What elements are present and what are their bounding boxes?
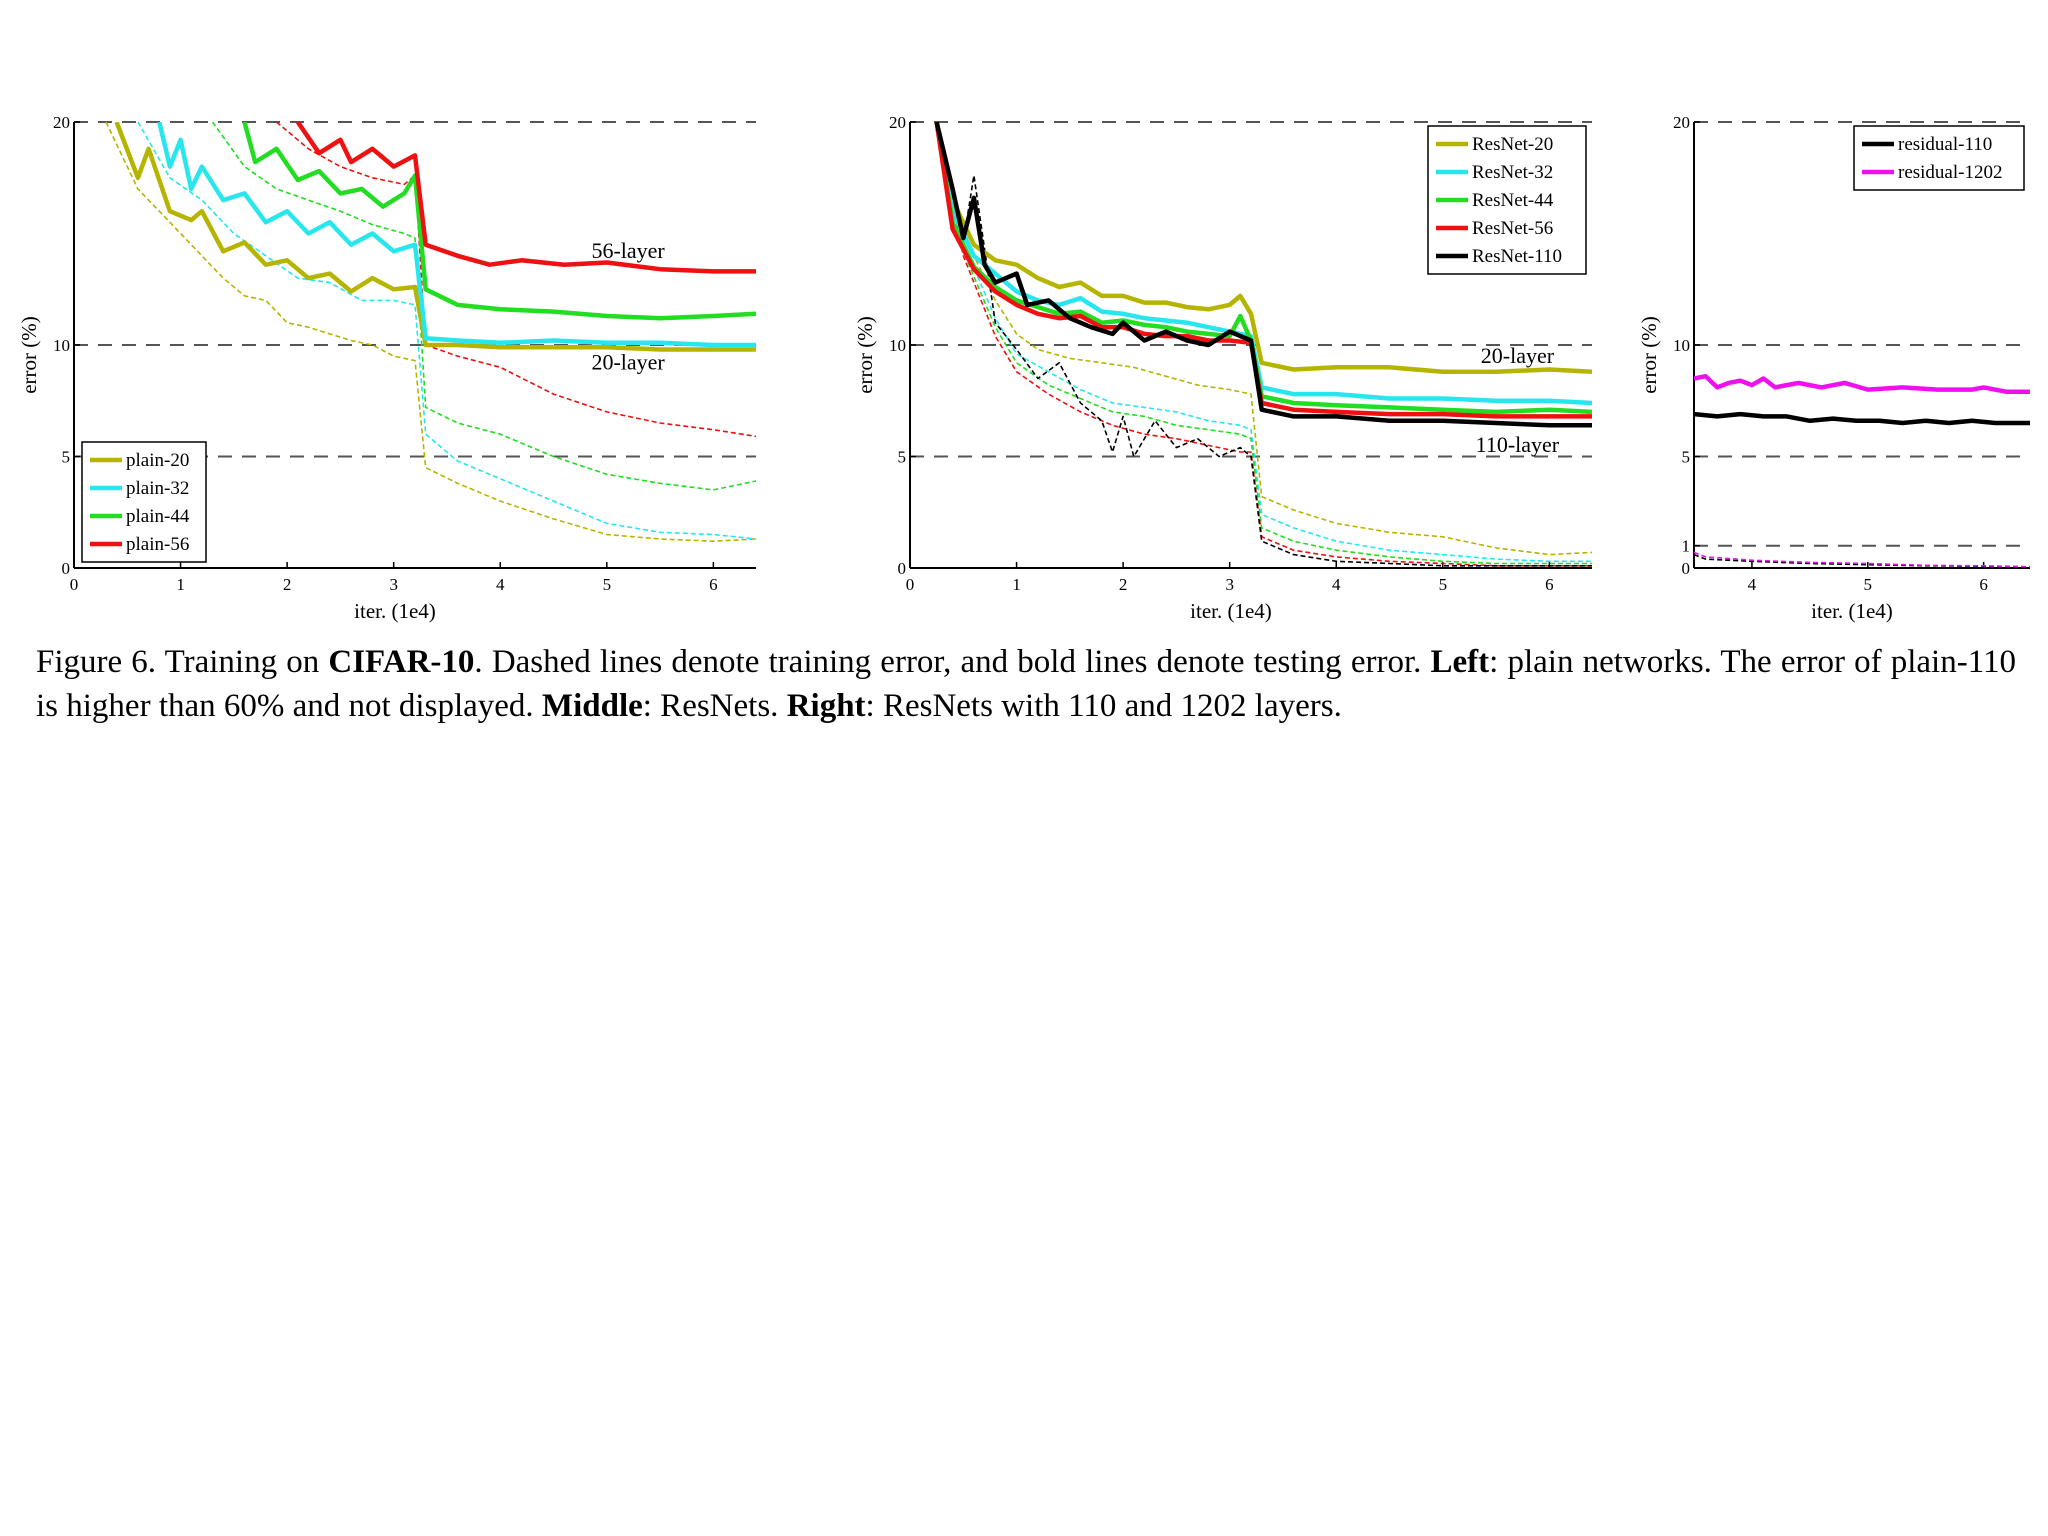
annotation-label: 110-layer (1476, 432, 1560, 457)
series-line-resnet-110-train (935, 122, 1592, 567)
legend-label: plain-44 (126, 506, 190, 527)
series-line-resnet-32-train (935, 122, 1592, 563)
y-tick-label: 0 (898, 559, 907, 578)
legend-label: plain-32 (126, 478, 189, 499)
chart-panel-1: 0 1 2 3 4 5 6 0 5 10 20 iter. (1e4) error (%) 56-laye… (17, 113, 756, 623)
x-tick-label: 4 (1332, 575, 1341, 594)
series-line-resnet-110 (934, 122, 1592, 428)
series-line-plain-20-train (105, 122, 756, 542)
x-tick-label: 6 (1545, 575, 1554, 594)
caption-dataset: CIFAR-10 (328, 644, 475, 680)
y-axis-label: error (%) (17, 316, 41, 394)
series-line-residual-1202 (1694, 373, 2030, 395)
legend: plain-20 plain-32 plain-44 plain-56 (81, 441, 207, 563)
y-tick-label: 10 (1673, 336, 1690, 355)
series-line-resnet-44 (934, 122, 1592, 415)
legend-label: ResNet-56 (1472, 218, 1553, 239)
series-line-residual-110-train (1694, 553, 2030, 568)
y-tick-label: 10 (889, 336, 906, 355)
y-tick-label: 0 (1682, 559, 1691, 578)
series-line-resnet-20-train (935, 122, 1592, 556)
y-axis-label: error (%) (853, 316, 877, 394)
x-tick-label: 2 (1119, 575, 1128, 594)
caption-left-label: Left (1430, 644, 1490, 680)
figure-caption: Figure 6. Training on CIFAR-10. Dashed l… (36, 640, 2016, 728)
x-tick-label: 1 (1012, 575, 1021, 594)
y-tick-label: 1 (1682, 537, 1691, 556)
y-tick-label: 5 (1682, 448, 1691, 467)
y-tick-label: 20 (1673, 113, 1690, 132)
series-line-plain-56-train (275, 122, 756, 438)
chart-panel-2: 0 1 2 3 4 5 6 0 5 10 20 iter. (1e4) error (%) 20-laye… (853, 113, 1592, 623)
series-line-resnet-20 (934, 122, 1592, 375)
x-tick-label: 3 (389, 575, 398, 594)
series-line-resnet-32 (934, 122, 1592, 406)
caption-after-dataset: . Dashed lines denote training error, an… (474, 644, 1431, 680)
legend: ResNet-20 ResNet-32 ResNet-44 ResNet-56 ResN… (1427, 125, 1587, 275)
legend-label: residual-1202 (1898, 162, 2002, 183)
x-tick-label: 6 (709, 575, 718, 594)
x-tick-label: 0 (70, 575, 79, 594)
series-line-plain-32 (157, 122, 756, 348)
x-tick-label: 2 (283, 575, 292, 594)
legend-label: ResNet-32 (1472, 162, 1553, 183)
x-tick-label: 4 (496, 575, 505, 594)
series-line-residual-1202-train (1694, 551, 2030, 568)
y-axis-label: error (%) (1637, 316, 1661, 394)
legend-label: plain-20 (126, 450, 189, 471)
legend-label: ResNet-44 (1472, 190, 1554, 211)
y-tick-label: 5 (62, 448, 71, 467)
y-tick-label: 0 (62, 559, 71, 578)
x-tick-label: 5 (1439, 575, 1448, 594)
series-line-plain-44 (242, 122, 756, 321)
series-line-plain-56 (295, 122, 756, 274)
series-line-residual-110 (1694, 411, 2030, 426)
x-tick-label: 4 (1748, 575, 1757, 594)
series-line-plain-32-train (137, 122, 756, 540)
x-tick-label: 5 (1864, 575, 1873, 594)
legend-label: residual-110 (1898, 134, 1992, 155)
legend-label: plain-56 (126, 534, 189, 555)
y-tick-label: 20 (53, 113, 70, 132)
caption-right-text: : ResNets with 110 and 1202 layers. (865, 688, 1342, 724)
annotation-label: 20-layer (1481, 343, 1555, 368)
y-tick-label: 5 (898, 448, 907, 467)
caption-middle-label: Middle (541, 688, 643, 724)
legend-label: ResNet-20 (1472, 134, 1553, 155)
legend-box (1853, 125, 2025, 191)
caption-prefix: Figure 6. Training on (36, 644, 329, 680)
legend-label: ResNet-110 (1472, 246, 1562, 267)
y-tick-label: 20 (889, 113, 906, 132)
x-tick-label: 1 (176, 575, 185, 594)
chart-panel-3: 4 5 6 0 1 5 10 20 iter. (1e4) error (%) residual-1… (1637, 113, 2030, 623)
x-axis-label: iter. (1e4) (1190, 599, 1272, 623)
annotation-label: 20-layer (591, 350, 665, 375)
x-axis-label: iter. (1e4) (354, 599, 436, 623)
annotation-label: 56-layer (591, 238, 665, 263)
caption-middle-text: : ResNets. (642, 688, 787, 724)
x-tick-label: 3 (1225, 575, 1234, 594)
x-tick-label: 6 (1979, 575, 1988, 594)
caption-left-text: : plain networks. The error of plain-110… (36, 644, 2016, 724)
series-line-resnet-44-train (935, 122, 1592, 565)
x-tick-label: 5 (603, 575, 612, 594)
x-tick-label: 0 (906, 575, 915, 594)
series-line-resnet-56-train (935, 122, 1592, 567)
caption-right-label: Right (786, 688, 866, 724)
series-line-plain-20 (114, 122, 756, 352)
y-tick-label: 10 (53, 336, 70, 355)
x-axis-label: iter. (1e4) (1811, 599, 1893, 623)
legend: residual-110 residual-1202 (1853, 125, 2025, 191)
